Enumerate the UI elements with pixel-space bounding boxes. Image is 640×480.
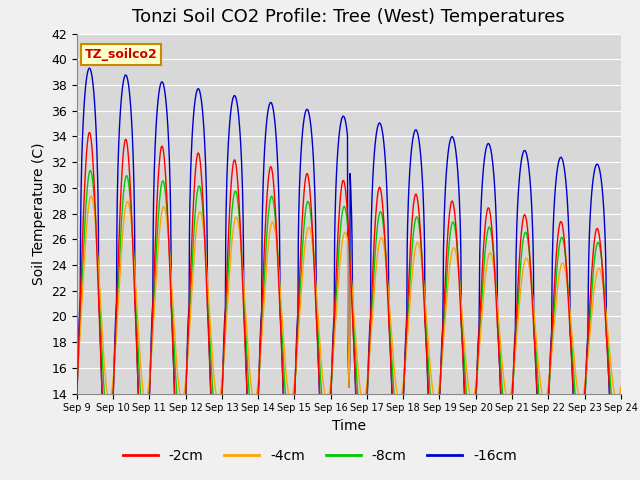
- Title: Tonzi Soil CO2 Profile: Tree (West) Temperatures: Tonzi Soil CO2 Profile: Tree (West) Temp…: [132, 9, 565, 26]
- Text: TZ_soilco2: TZ_soilco2: [85, 48, 157, 61]
- Y-axis label: Soil Temperature (C): Soil Temperature (C): [31, 143, 45, 285]
- X-axis label: Time: Time: [332, 419, 366, 433]
- Legend: -2cm, -4cm, -8cm, -16cm: -2cm, -4cm, -8cm, -16cm: [118, 443, 522, 468]
